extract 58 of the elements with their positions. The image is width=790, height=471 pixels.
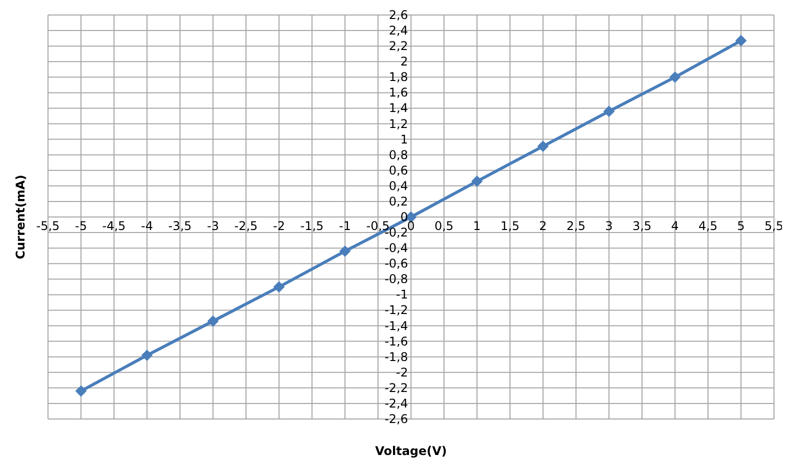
y-tick-label: 2,4: [388, 24, 408, 38]
x-tick-label: 5: [737, 219, 745, 233]
point: [538, 140, 548, 152]
y-tick-label: -0,8: [384, 272, 408, 286]
x-tick-label: -1: [339, 219, 351, 233]
y-tick-label: -1,8: [384, 350, 408, 364]
y-tick-label: 2: [400, 54, 408, 69]
x-tick-label: -5,5: [36, 219, 60, 233]
x-tick-label: 1,5: [500, 219, 520, 233]
y-tick-label: -2,4: [384, 396, 408, 410]
y-axis-title: Current(mA): [13, 174, 28, 260]
y-tick-label: -1,4: [384, 318, 408, 333]
y-tick-label: 0,6: [388, 163, 408, 178]
x-tick-label: 0,5: [434, 219, 454, 233]
y-tick-label: -0,6: [384, 256, 408, 271]
y-tick-label: 1,6: [388, 86, 408, 100]
x-tick-label: 3,5: [632, 219, 652, 233]
y-tick-label: 0,8: [388, 148, 408, 162]
y-tick-label: -2,2: [384, 380, 408, 395]
y-tick-label: -2,6: [384, 412, 408, 426]
point: [670, 72, 680, 83]
x-tick-label: -3,5: [168, 219, 192, 233]
point: [736, 35, 746, 46]
y-tick-label: 1,8: [388, 70, 408, 84]
x-tick-label: 4: [671, 219, 679, 233]
x-tick-label: 4,5: [698, 219, 718, 233]
y-tick-label: 0: [400, 210, 408, 224]
y-tick-label: 1,4: [388, 101, 408, 116]
point: [208, 316, 218, 327]
point: [604, 106, 614, 117]
y-tick-label: 0,4: [388, 178, 408, 193]
x-tick-label: -3: [207, 219, 219, 233]
x-tick-label: -2,5: [234, 219, 258, 233]
x-tick-label: -4,5: [102, 219, 126, 233]
point: [76, 386, 86, 397]
x-tick-label: 3: [605, 219, 613, 233]
x-tick-label: 2,5: [566, 219, 586, 233]
y-tick-label: -1,2: [384, 303, 408, 318]
x-tick-label: -2: [273, 219, 285, 233]
y-tick-label: -1: [396, 288, 408, 302]
y-tick-label: 1: [400, 132, 408, 146]
point: [142, 350, 152, 361]
x-tick-label: 2: [539, 219, 547, 233]
y-tick-label: 2,2: [388, 39, 408, 54]
x-tick-label: -5: [75, 219, 87, 233]
y-tick-label: 0,2: [388, 194, 408, 208]
point: [340, 246, 350, 257]
point: [274, 281, 284, 292]
y-tick-label: -0,4: [384, 241, 408, 256]
x-tick-label: 1: [473, 219, 481, 233]
x-tick-label: -1,5: [300, 219, 324, 233]
x-axis-title: Voltage(V): [375, 444, 447, 458]
y-tick-label: 2,6: [388, 8, 408, 22]
y-tick-label: -2: [396, 365, 408, 380]
point: [472, 176, 482, 187]
x-tick-label: -4: [141, 219, 153, 233]
y-tick-label: -1,6: [384, 334, 408, 348]
y-tick-label: 1,2: [388, 116, 408, 131]
